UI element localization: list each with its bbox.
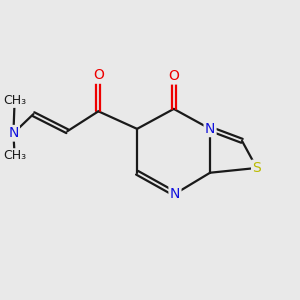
- Text: N: N: [205, 122, 215, 136]
- Text: N: N: [8, 126, 19, 140]
- Text: CH₃: CH₃: [3, 149, 26, 163]
- Text: O: O: [168, 69, 179, 83]
- Text: N: N: [170, 187, 180, 201]
- Text: O: O: [93, 68, 104, 83]
- Text: S: S: [252, 161, 261, 175]
- Text: CH₃: CH₃: [3, 94, 26, 106]
